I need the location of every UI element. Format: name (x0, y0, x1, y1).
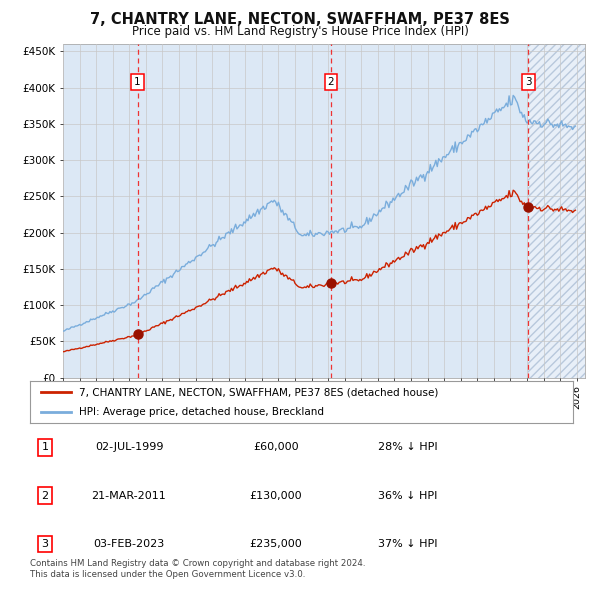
Text: HPI: Average price, detached house, Breckland: HPI: Average price, detached house, Brec… (79, 408, 324, 417)
Text: £130,000: £130,000 (250, 491, 302, 500)
Text: 2: 2 (41, 491, 49, 500)
Text: 02-JUL-1999: 02-JUL-1999 (95, 442, 163, 452)
Text: 3: 3 (41, 539, 49, 549)
Text: Price paid vs. HM Land Registry's House Price Index (HPI): Price paid vs. HM Land Registry's House … (131, 25, 469, 38)
Text: 03-FEB-2023: 03-FEB-2023 (94, 539, 164, 549)
Text: 28% ↓ HPI: 28% ↓ HPI (378, 442, 438, 452)
Text: 21-MAR-2011: 21-MAR-2011 (92, 491, 166, 500)
Text: 37% ↓ HPI: 37% ↓ HPI (378, 539, 438, 549)
Text: 2: 2 (328, 77, 334, 87)
Text: £60,000: £60,000 (253, 442, 299, 452)
Text: £235,000: £235,000 (250, 539, 302, 549)
Text: 7, CHANTRY LANE, NECTON, SWAFFHAM, PE37 8ES (detached house): 7, CHANTRY LANE, NECTON, SWAFFHAM, PE37 … (79, 388, 438, 398)
Text: 36% ↓ HPI: 36% ↓ HPI (379, 491, 437, 500)
Text: 1: 1 (41, 442, 49, 452)
Text: Contains HM Land Registry data © Crown copyright and database right 2024.
This d: Contains HM Land Registry data © Crown c… (30, 559, 365, 579)
Bar (529, 15, 585, 378)
Text: 7, CHANTRY LANE, NECTON, SWAFFHAM, PE37 8ES: 7, CHANTRY LANE, NECTON, SWAFFHAM, PE37 … (90, 12, 510, 27)
Text: 1: 1 (134, 77, 141, 87)
Text: 3: 3 (525, 77, 532, 87)
